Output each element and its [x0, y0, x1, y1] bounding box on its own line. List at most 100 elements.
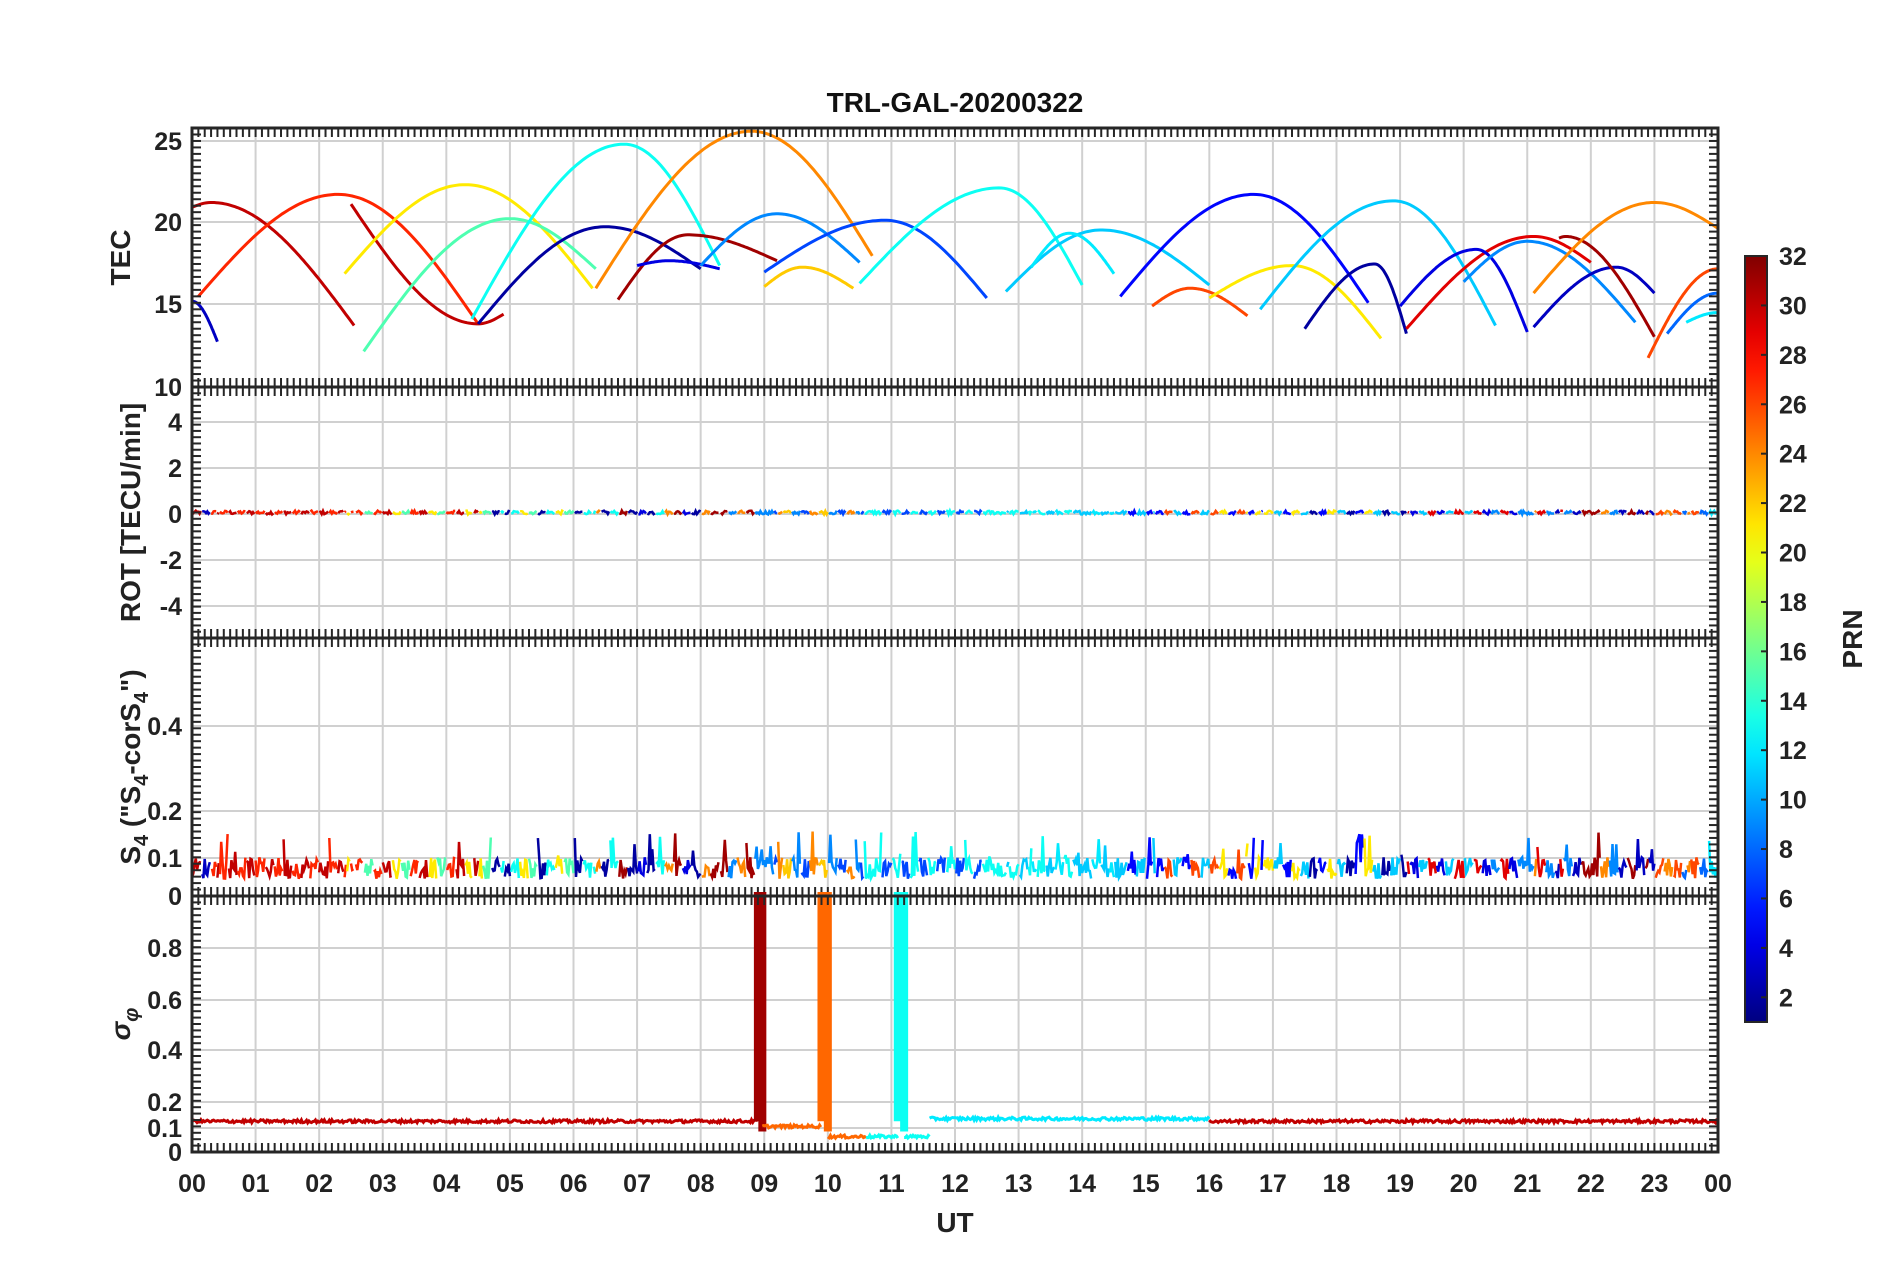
colorbar-tick-label: 22 [1779, 490, 1807, 518]
x-tick-label: 00 [1704, 1170, 1732, 1198]
rot-trace-prn-13 [594, 511, 595, 514]
rot-trace-prn-5 [1319, 511, 1327, 514]
rot-trace-prn-2 [575, 512, 583, 513]
y-tick-label: 0.4 [147, 713, 182, 741]
rot-trace-prn-27 [345, 511, 346, 512]
y-axis-title-tec: TEC [105, 230, 136, 286]
rot-trace-prn-24 [1535, 511, 1536, 512]
rot-trace-prn-29 [1428, 511, 1436, 515]
x-tick-label: 23 [1641, 1170, 1669, 1198]
rot-trace-prn-3 [1637, 511, 1645, 514]
s4-trace-prn-13 [594, 867, 595, 874]
rot-trace-prn-24 [1688, 513, 1691, 514]
rot-trace-prn-9 [755, 511, 773, 514]
s4-trace-prn-5 [1262, 840, 1263, 870]
s4-trace-prn-29 [1408, 862, 1409, 875]
rot-trace-prn-24 [847, 511, 855, 514]
colorbar-tick-label: 18 [1779, 589, 1807, 617]
x-tick-label: 18 [1323, 1170, 1351, 1198]
rot-trace-prn-30 [266, 512, 274, 515]
rot-trace-prn-26 [1691, 512, 1699, 514]
s4-trace-prn-21 [429, 858, 437, 879]
rot-trace-prn-7 [919, 511, 927, 514]
y-tick-label: 15 [154, 291, 182, 319]
rot-trace-prn-9 [729, 511, 737, 514]
colorbar-tick-label: 14 [1779, 688, 1807, 716]
x-tick-label: 13 [1005, 1170, 1033, 1198]
y-tick-label: 25 [154, 128, 182, 156]
x-tick-label: 12 [941, 1170, 969, 1198]
rot-trace-prn-30 [319, 511, 328, 514]
rot-trace-prn-31 [619, 511, 627, 515]
y-tick-label: -2 [160, 547, 182, 575]
s4-trace-prn-27 [345, 865, 346, 878]
colorbar-tick-label: 32 [1779, 243, 1807, 271]
x-tick-label: 19 [1386, 1170, 1414, 1198]
colorbar-tick-label: 6 [1779, 885, 1793, 913]
colorbar-label: PRN [1837, 609, 1868, 668]
rot-trace-prn-12 [1110, 512, 1114, 514]
x-tick-label: 03 [369, 1170, 397, 1198]
rot-trace-prn-29 [1408, 512, 1409, 513]
rot-trace-prn-11 [1446, 512, 1454, 513]
y-tick-label: 20 [154, 209, 182, 237]
sigma-segment-prn-25 [821, 896, 827, 1132]
y-tick-label: 0.8 [147, 935, 182, 963]
rot-trace-prn-4 [1437, 511, 1445, 513]
rot-trace-prn-5 [1262, 511, 1263, 512]
sigma-segment-prn-25 [762, 1125, 821, 1128]
colorbar-tick-label: 10 [1779, 787, 1807, 815]
y-tick-label: 4 [168, 409, 182, 437]
y-tick-label: 0.2 [147, 798, 182, 826]
s4-trace-prn-11 [1373, 863, 1381, 878]
rot-trace-prn-13 [865, 511, 882, 514]
x-tick-label: 11 [878, 1170, 905, 1198]
rot-trace-prn-2 [1382, 511, 1390, 514]
s4-trace-prn-24 [1535, 859, 1536, 876]
rot-trace-prn-27 [220, 511, 228, 513]
rot-trace-prn-24 [596, 511, 600, 513]
rot-trace-prn-3 [1555, 511, 1559, 514]
rot-trace-prn-8 [1682, 511, 1686, 513]
rot-trace-prn-27 [275, 511, 283, 513]
x-tick-label: 07 [623, 1170, 651, 1198]
colorbar-tick-label: 26 [1779, 391, 1807, 419]
chart-title: TRL-GAL-20200322 [827, 87, 1084, 118]
rot-trace-prn-5 [1128, 511, 1136, 514]
s4-trace-prn-11 [1007, 862, 1008, 867]
colorbar-tick-label: 24 [1779, 441, 1807, 469]
x-tick-label: 05 [496, 1170, 524, 1198]
x-tick-label: 15 [1132, 1170, 1160, 1198]
panel-sigma-phi: 00.10.20.40.60.8σφ [105, 896, 1718, 1167]
panel-s4: 00.10.20.4S4 ("S4-corS4") [115, 638, 1718, 911]
rot-trace-prn-22 [783, 511, 791, 513]
rot-trace-prn-2 [1401, 511, 1406, 514]
rot-trace-prn-27 [351, 512, 354, 513]
x-tick-label: 01 [242, 1170, 270, 1198]
rot-trace-prn-30 [383, 511, 392, 514]
s4-trace-prn-30 [217, 863, 218, 878]
rot-trace-prn-21 [429, 512, 437, 514]
rot-trace-prn-11 [1465, 511, 1473, 513]
rot-trace-prn-30 [301, 511, 309, 514]
x-tick-label: 22 [1577, 1170, 1605, 1198]
y-tick-label: 0.4 [147, 1037, 182, 1065]
x-tick-label: 08 [687, 1170, 715, 1198]
s4-trace-prn-21 [1246, 844, 1247, 857]
sigma-segment-prn-13 [898, 896, 904, 1132]
rot-trace-prn-21 [1246, 512, 1247, 513]
rot-trace-prn-21 [347, 513, 350, 514]
y-axis-title-s4: S4 ("S4-corS4") [115, 669, 153, 864]
x-tick-label: 04 [432, 1170, 460, 1198]
s4-trace-prn-15 [565, 859, 574, 875]
colorbar-tick-label: 30 [1779, 292, 1807, 320]
s4-trace-prn-21 [1365, 836, 1373, 877]
colorbar-gradient [1745, 256, 1767, 1022]
s4-trace-prn-21 [520, 860, 528, 879]
y-axis-title-rot: ROT [TECU/min] [115, 403, 146, 622]
rot-trace-prn-11 [1007, 511, 1008, 513]
x-tick-label: 14 [1068, 1170, 1096, 1198]
